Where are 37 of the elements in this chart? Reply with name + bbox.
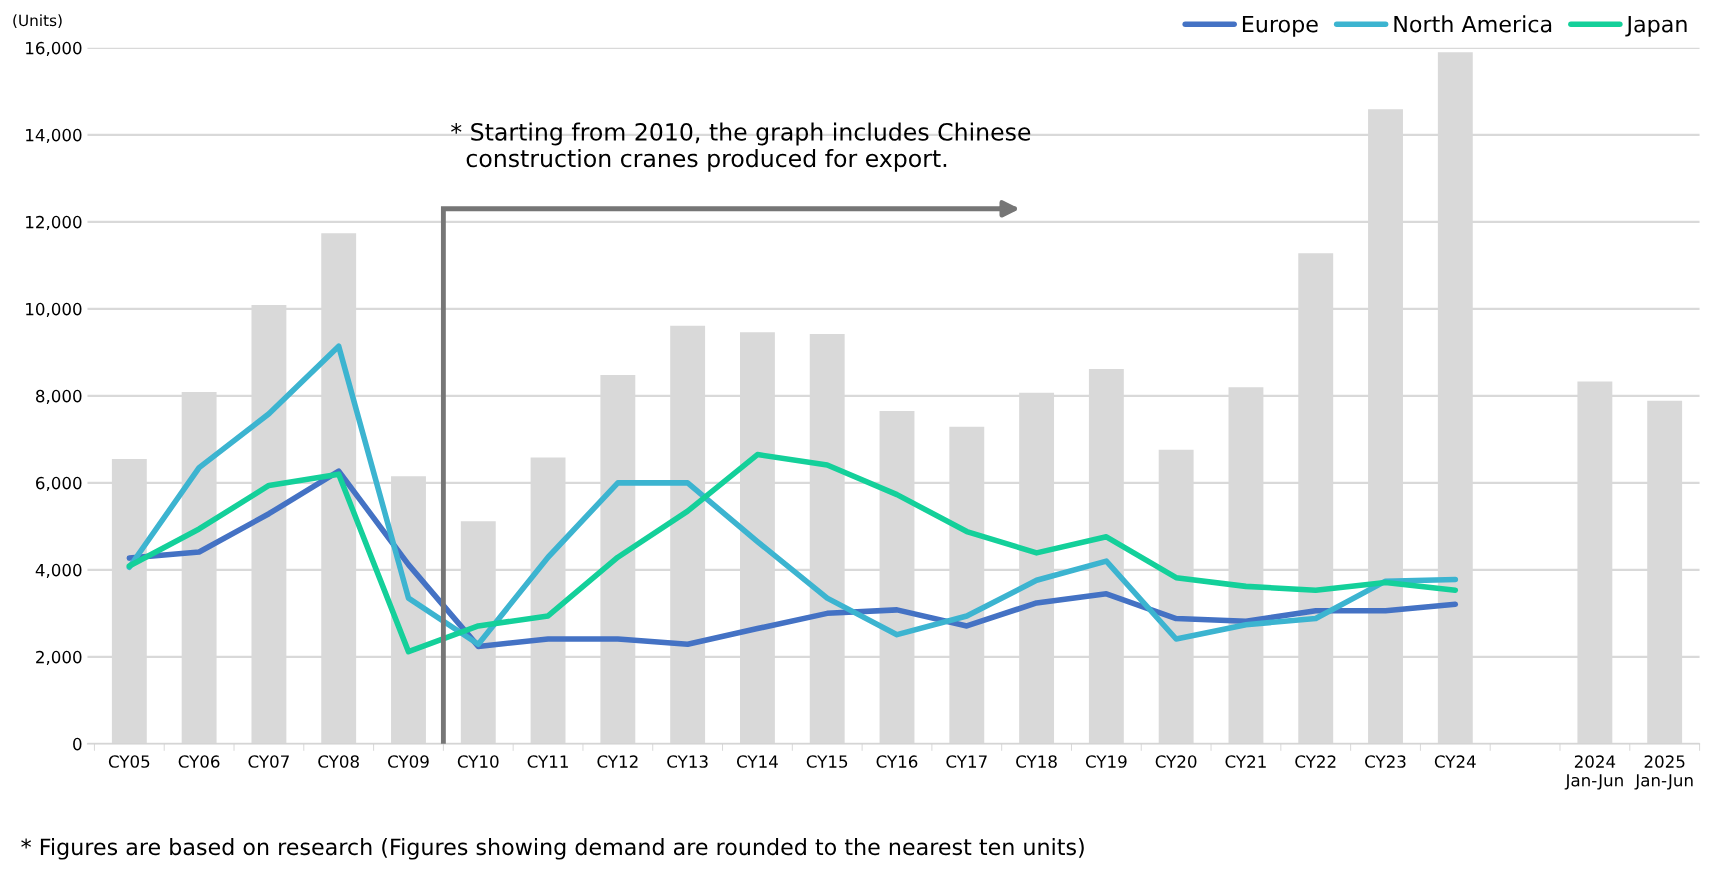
x-tick-label: CY22 — [1295, 755, 1336, 768]
x-tick-label: CY11 — [527, 755, 568, 768]
x-tick-label: CY15 — [806, 755, 848, 768]
x-tick-label: CY18 — [1016, 755, 1057, 768]
y-tick-label: 2,000 — [36, 650, 82, 666]
x-tick-label: CY20 — [1155, 755, 1197, 768]
x-tick-label: 2025 Jan-Jun — [1634, 755, 1693, 790]
x-tick-label: CY14 — [737, 755, 778, 768]
y-tick-label: 10,000 — [26, 302, 82, 318]
x-tick-label: CY13 — [667, 755, 708, 768]
x-tick-label: CY10 — [457, 755, 499, 768]
y-tick-label: 0 — [73, 737, 82, 751]
x-tick-label: CY05 — [108, 755, 150, 768]
x-tick-label: CY16 — [876, 755, 918, 768]
y-tick-label: 12,000 — [26, 215, 82, 231]
y-tick-label: 4,000 — [35, 563, 82, 579]
y-tick-label: 6,000 — [36, 476, 82, 492]
text: * Figures are based on research (Figures showing demand are rounded to the nearest ten units) — [21, 838, 1084, 860]
x-tick-label: CY23 — [1365, 755, 1406, 768]
x-tick-label: CY19 — [1085, 755, 1127, 768]
x-tick-label: CY17 — [946, 755, 987, 768]
x-tick-label: CY24 — [1434, 755, 1476, 768]
y-tick-label: 14,000 — [26, 128, 82, 144]
x-tick-label: 2024 Jan-Jun — [1564, 755, 1623, 790]
y-tick-label: 16,000 — [26, 41, 82, 57]
x-tick-label: CY07 — [248, 755, 289, 768]
x-tick-label: CY09 — [388, 755, 429, 768]
x-tick-label: CY06 — [178, 755, 220, 768]
x-tick-label: CY12 — [597, 755, 638, 768]
y-tick-label: 8,000 — [36, 389, 82, 405]
legend-label: North America — [1394, 15, 1552, 33]
x-tick-label: CY08 — [318, 755, 359, 768]
annotation: * Starting from 2010, the graph includes Chinese construction cranes produced for export. — [451, 122, 1031, 172]
y-axis-title: (Units) — [13, 14, 62, 28]
x-tick-label: CY21 — [1225, 755, 1266, 768]
legend-label: Japan — [1625, 15, 1687, 37]
legend-label: Europe — [1242, 15, 1318, 37]
